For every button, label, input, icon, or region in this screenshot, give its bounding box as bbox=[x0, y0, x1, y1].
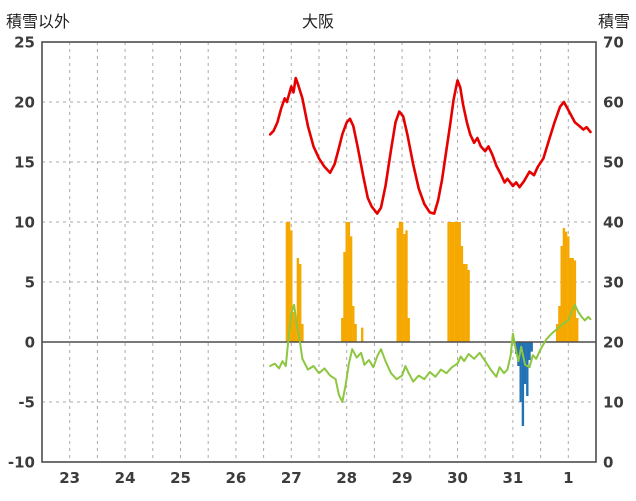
svg-text:31: 31 bbox=[502, 469, 523, 487]
svg-text:25: 25 bbox=[14, 34, 35, 52]
red-line bbox=[268, 76, 592, 215]
svg-text:23: 23 bbox=[59, 469, 80, 487]
svg-text:24: 24 bbox=[115, 469, 136, 487]
svg-text:28: 28 bbox=[336, 469, 357, 487]
left-axis-title: 積雪以外 bbox=[6, 12, 71, 31]
svg-text:27: 27 bbox=[281, 469, 302, 487]
svg-text:25: 25 bbox=[170, 469, 191, 487]
svg-text:50: 50 bbox=[603, 154, 624, 172]
plot-frame bbox=[41, 41, 597, 463]
svg-text:-5: -5 bbox=[18, 394, 35, 412]
green-line bbox=[269, 303, 592, 403]
left-axis-tick-labels: 25 20 15 10 5 0 -5 -10 bbox=[8, 34, 35, 472]
svg-text:29: 29 bbox=[392, 469, 413, 487]
svg-text:1: 1 bbox=[563, 469, 573, 487]
right-axis-tick-labels: 70 60 50 40 30 20 10 0 bbox=[603, 34, 624, 472]
svg-text:15: 15 bbox=[14, 154, 35, 172]
svg-text:40: 40 bbox=[603, 214, 624, 232]
svg-text:30: 30 bbox=[603, 274, 624, 292]
svg-text:60: 60 bbox=[603, 94, 624, 112]
x-axis-tick-labels: 23 24 25 26 27 28 29 30 31 1 bbox=[59, 469, 573, 487]
svg-text:20: 20 bbox=[603, 334, 624, 352]
svg-text:30: 30 bbox=[447, 469, 468, 487]
svg-text:5: 5 bbox=[25, 274, 35, 292]
gridlines bbox=[42, 42, 596, 462]
right-axis-title: 積雪 bbox=[597, 12, 630, 31]
svg-text:-10: -10 bbox=[8, 454, 35, 472]
svg-text:10: 10 bbox=[603, 394, 624, 412]
svg-text:0: 0 bbox=[25, 334, 35, 352]
chart-title: 大阪 bbox=[301, 12, 334, 31]
svg-text:0: 0 bbox=[603, 454, 613, 472]
svg-text:26: 26 bbox=[225, 469, 246, 487]
svg-text:70: 70 bbox=[603, 34, 624, 52]
svg-text:20: 20 bbox=[14, 94, 35, 112]
svg-text:10: 10 bbox=[14, 214, 35, 232]
orange-bars bbox=[285, 222, 579, 342]
